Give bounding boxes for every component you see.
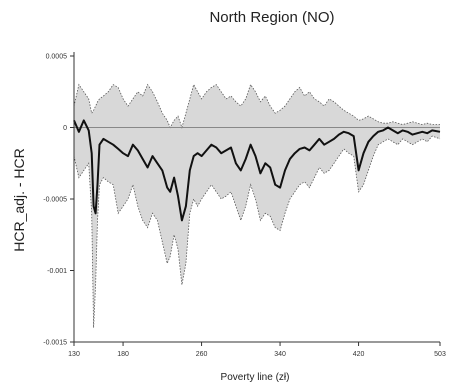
band-upper-edge [73,83,440,129]
y-tick-label: 0.0005 [46,54,68,61]
y-tick-label: -0.0015 [43,340,67,347]
x-tick-label: 340 [274,351,286,358]
chart-title: North Region (NO) [209,9,334,26]
plot-area [73,83,441,328]
y-tick-label: -0.0005 [43,197,67,204]
mean-line [73,119,441,222]
confidence-band [74,84,440,328]
x-axis-label: Poverty line (zł) [221,372,290,383]
y-tick-label: 0 [63,125,67,132]
x-tick-label: 130 [68,351,80,358]
band-lower-edge [73,135,441,328]
y-axis-label: HCR_adj. - HCR [11,148,27,251]
x-tick-label: 180 [117,351,129,358]
y-tick-label: -0.001 [47,268,67,275]
x-tick-label: 260 [196,351,208,358]
x-tick-label: 420 [353,351,365,358]
x-tick-label: 503 [434,351,446,358]
